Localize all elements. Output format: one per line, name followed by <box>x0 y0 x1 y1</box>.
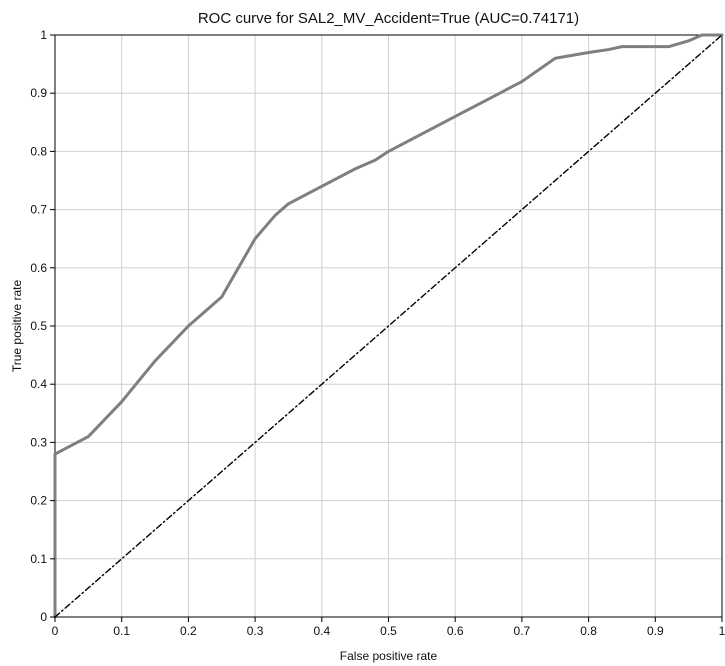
y-tick-label: 0.4 <box>30 377 47 391</box>
y-tick-label: 0 <box>40 610 47 624</box>
y-tick-label: 0.7 <box>30 203 47 217</box>
x-tick-label: 0.6 <box>447 624 464 638</box>
x-tick-label: 0.7 <box>514 624 531 638</box>
y-tick-label: 0.2 <box>30 494 47 508</box>
diagonal-reference-line <box>54 34 723 618</box>
x-axis-ticks: 0 0.1 0.2 0.3 0.4 0.5 0.6 0.7 0.8 0.9 1 <box>52 617 725 638</box>
y-tick-label: 0.8 <box>30 144 47 158</box>
series-layer <box>53 33 724 619</box>
x-tick-label: 0.9 <box>647 624 664 638</box>
y-tick-label: 0.3 <box>30 435 47 449</box>
y-tick-label: 0.9 <box>30 86 47 100</box>
x-tick-label: 0.3 <box>247 624 264 638</box>
y-tick-label: 1 <box>40 28 47 42</box>
x-tick-label: 0.1 <box>113 624 130 638</box>
y-tick-label: 0.1 <box>30 552 47 566</box>
x-tick-label: 0.2 <box>180 624 197 638</box>
chart-title: ROC curve for SAL2_MV_Accident=True (AUC… <box>198 10 579 27</box>
roc-curve-line <box>53 33 724 619</box>
x-tick-label: 0 <box>52 624 59 638</box>
x-tick-label: 0.8 <box>580 624 597 638</box>
y-axis-title: True positive rate <box>10 280 24 373</box>
x-axis-title: False positive rate <box>340 649 438 663</box>
y-tick-label: 0.5 <box>30 319 47 333</box>
x-tick-label: 0.4 <box>313 624 330 638</box>
y-tick-label: 0.6 <box>30 261 47 275</box>
x-tick-label: 0.5 <box>380 624 397 638</box>
x-tick-label: 1 <box>719 624 725 638</box>
y-axis-ticks: 0 0.1 0.2 0.3 0.4 0.5 0.6 0.7 0.8 0.9 1 <box>30 28 55 624</box>
